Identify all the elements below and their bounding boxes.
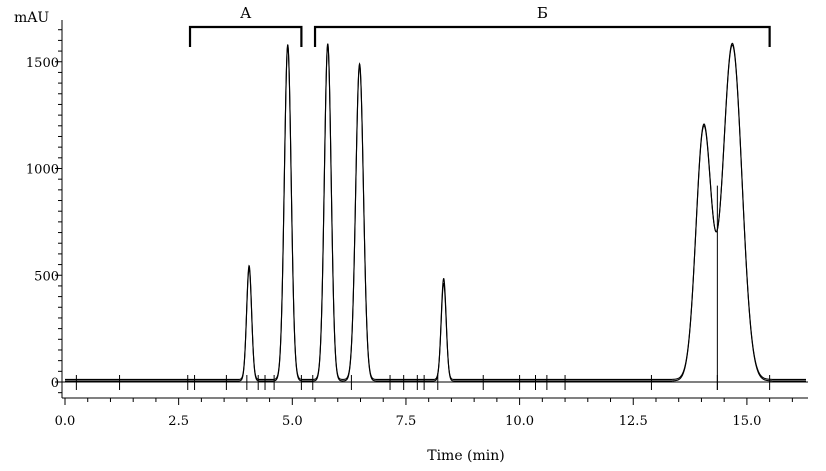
bracket-label-1: А xyxy=(240,4,252,22)
bracket-label-2: Б xyxy=(537,4,548,22)
chromatogram-traces xyxy=(65,42,806,382)
x-tick-label: 2.5 xyxy=(168,414,189,429)
y-tick-label: 500 xyxy=(34,269,59,284)
y-axis-label: mAU xyxy=(14,10,49,26)
x-tick-label: 0.0 xyxy=(55,414,76,429)
x-tick-label: 12.5 xyxy=(619,414,648,429)
y-axis-ticks: 0 500 1000 1500 xyxy=(26,29,62,394)
bracket-1 xyxy=(188,25,303,47)
y-tick-label: 0 xyxy=(51,376,59,391)
x-tick-label: 7.5 xyxy=(396,414,417,429)
y-tick-label: 1000 xyxy=(26,163,59,178)
trace-line-2 xyxy=(65,44,806,380)
trace-line-1 xyxy=(65,42,806,382)
x-tick-label: 10.0 xyxy=(505,414,534,429)
x-axis-label: Time (min) xyxy=(427,448,505,464)
axes xyxy=(61,20,808,399)
x-tick-label: 5.0 xyxy=(282,414,303,429)
y-tick-label: 1500 xyxy=(26,56,59,71)
bracket-2 xyxy=(313,25,771,47)
integration-markers xyxy=(75,185,771,390)
x-tick-label: 15.0 xyxy=(732,414,761,429)
x-axis-ticks: 0.0 2.5 5.0 7.5 10.0 12.5 15.0 xyxy=(55,398,793,429)
